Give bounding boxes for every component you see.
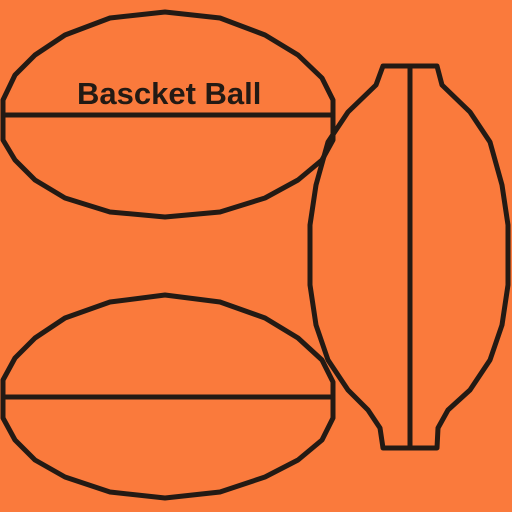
top-left-ball [0, 9, 336, 220]
bottom-left-ball-outline [0, 292, 336, 501]
bottom-left-ball [0, 292, 336, 501]
right-ball [307, 63, 511, 451]
right-ball-outline [307, 63, 511, 451]
page-title: Bascket Ball [77, 76, 261, 111]
top-left-ball-outline [0, 9, 336, 220]
